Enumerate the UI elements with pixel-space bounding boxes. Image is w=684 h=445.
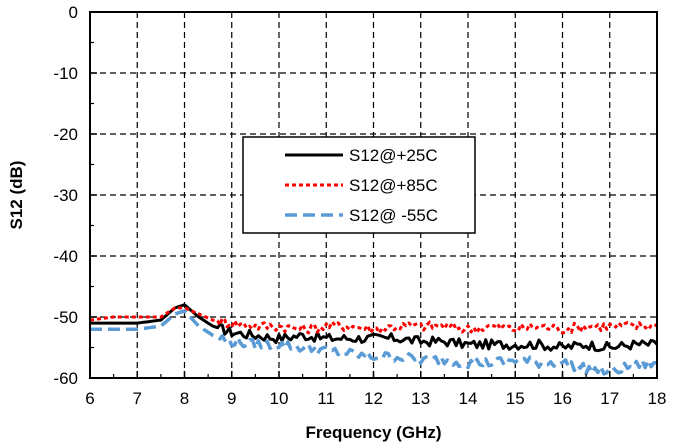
x-tick-label: 6 (85, 389, 94, 408)
x-tick-label: 8 (180, 389, 189, 408)
y-tick-label: -20 (53, 125, 78, 144)
x-tick-label: 12 (364, 389, 383, 408)
y-tick-label: -40 (53, 247, 78, 266)
y-tick-label: -50 (53, 308, 78, 327)
x-tick-label: 10 (270, 389, 289, 408)
y-axis-label: S12 (dB) (7, 161, 26, 230)
x-tick-label: 11 (317, 389, 335, 408)
tick-marks (89, 11, 658, 379)
series-layer (89, 303, 659, 376)
x-tick-label: 15 (506, 389, 525, 408)
series-line (90, 309, 658, 376)
series-line (89, 306, 658, 335)
legend-label: S12@+85C (349, 176, 438, 195)
x-tick-label: 9 (227, 389, 236, 408)
x-tick-label: 13 (411, 389, 430, 408)
x-tick-label: 7 (133, 389, 142, 408)
x-axis-label: Frequency (GHz) (305, 423, 441, 442)
y-tick-label: -10 (53, 64, 78, 83)
legend-label: S12@ -55C (349, 206, 438, 225)
x-tick-label: 17 (600, 389, 619, 408)
x-tick-labels: 6 7 8 9 10 11 12 13 14 15 16 17 18 (85, 389, 666, 408)
x-tick-label: 14 (459, 389, 478, 408)
y-tick-label: 0 (69, 3, 78, 22)
legend: S12@+25C S12@+85C S12@ -55C (242, 136, 476, 234)
y-tick-label: -30 (53, 186, 78, 205)
y-tick-label: -60 (53, 369, 78, 388)
legend-box (242, 136, 476, 234)
x-tick-label: 18 (648, 389, 667, 408)
x-tick-label: 16 (553, 389, 572, 408)
legend-label: S12@+25C (349, 146, 438, 165)
y-tick-labels: 0 -10 -20 -30 -40 -50 -60 (53, 3, 78, 388)
